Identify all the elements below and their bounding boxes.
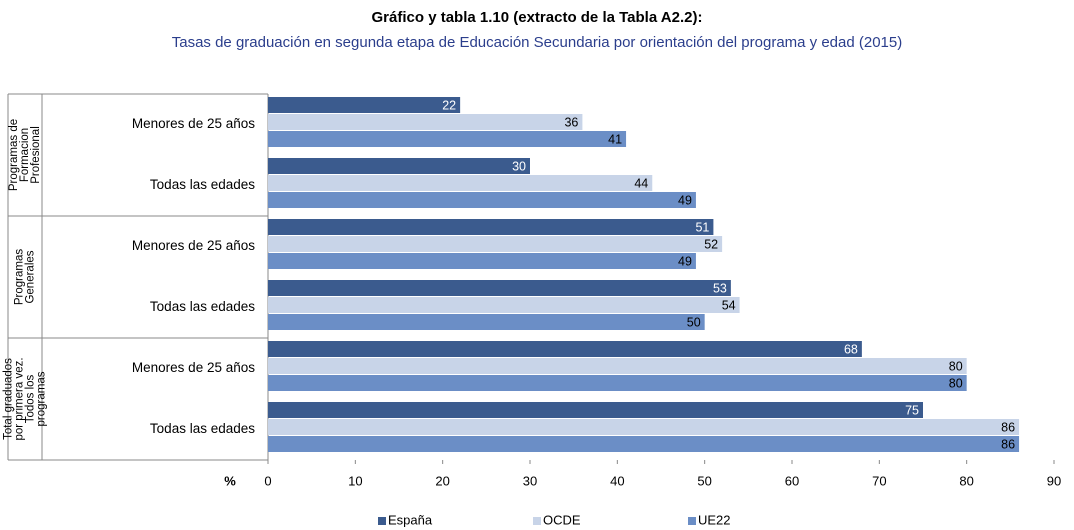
legend-swatch: [533, 517, 541, 525]
bar: [268, 402, 923, 418]
bar: [268, 253, 696, 269]
x-tick-label: 0: [264, 473, 271, 488]
data-label: 68: [844, 342, 858, 356]
group-label: Profesional: [30, 126, 42, 184]
data-label: 49: [678, 254, 692, 268]
legend-label: España: [388, 512, 433, 527]
category-label: Menores de 25 años: [132, 360, 255, 375]
data-label: 41: [608, 132, 622, 146]
category-label: Menores de 25 años: [132, 238, 255, 253]
data-label: 49: [678, 193, 692, 207]
bar: [268, 375, 967, 391]
group-label: Total graduados: [3, 358, 15, 440]
bar: [268, 358, 967, 374]
group-label: Programas: [14, 249, 26, 305]
legend-label: OCDE: [543, 512, 581, 527]
bar: [268, 297, 740, 313]
group-label: Formacion: [19, 128, 31, 182]
bar: [268, 131, 627, 147]
data-label: 22: [442, 98, 456, 112]
category-label: Todas las edades: [150, 299, 255, 314]
bar: [268, 280, 731, 296]
data-label: 44: [634, 176, 648, 190]
group-label: Programas de: [8, 119, 20, 191]
data-label: 50: [687, 315, 701, 329]
x-tick-label: 50: [697, 473, 711, 488]
data-label: 80: [949, 359, 963, 373]
data-label: 75: [905, 403, 919, 417]
x-tick-label: 40: [610, 473, 624, 488]
bar: [268, 97, 461, 113]
group-label: por primera vez.: [14, 357, 26, 440]
bar: [268, 314, 705, 330]
bar: [268, 236, 723, 252]
x-tick-label: 90: [1047, 473, 1061, 488]
bar: [268, 175, 653, 191]
data-label: 54: [722, 298, 736, 312]
data-label: 86: [1001, 420, 1015, 434]
legend-label: UE22: [698, 512, 731, 527]
chart-title: Gráfico y tabla 1.10 (extracto de la Tab…: [372, 9, 703, 26]
bar: [268, 219, 714, 235]
x-tick-label: 80: [959, 473, 973, 488]
chart-subtitle: Tasas de graduación en segunda etapa de …: [172, 34, 903, 51]
group-label: Generales: [25, 250, 37, 303]
data-label: 80: [949, 376, 963, 390]
category-label: Menores de 25 años: [132, 116, 255, 131]
x-tick-label: 70: [872, 473, 886, 488]
category-label: Todas las edades: [150, 177, 255, 192]
bar: [268, 158, 530, 174]
data-label: 36: [564, 115, 578, 129]
x-axis-label: %: [224, 473, 236, 488]
data-label: 51: [695, 220, 709, 234]
group-label: Todos los: [25, 374, 37, 423]
group-label: programas: [36, 371, 48, 426]
x-tick-label: 30: [523, 473, 537, 488]
bar: [268, 419, 1020, 435]
bar: [268, 114, 583, 130]
data-label: 53: [713, 281, 727, 295]
bar: [268, 341, 862, 357]
x-tick-label: 20: [435, 473, 449, 488]
bar: [268, 192, 696, 208]
legend-swatch: [688, 517, 696, 525]
legend-swatch: [378, 517, 386, 525]
bar: [268, 436, 1020, 452]
x-tick-label: 10: [348, 473, 362, 488]
data-label: 52: [704, 237, 718, 251]
x-tick-label: 60: [785, 473, 799, 488]
data-label: 30: [512, 159, 526, 173]
category-label: Todas las edades: [150, 421, 255, 436]
data-label: 86: [1001, 437, 1015, 451]
